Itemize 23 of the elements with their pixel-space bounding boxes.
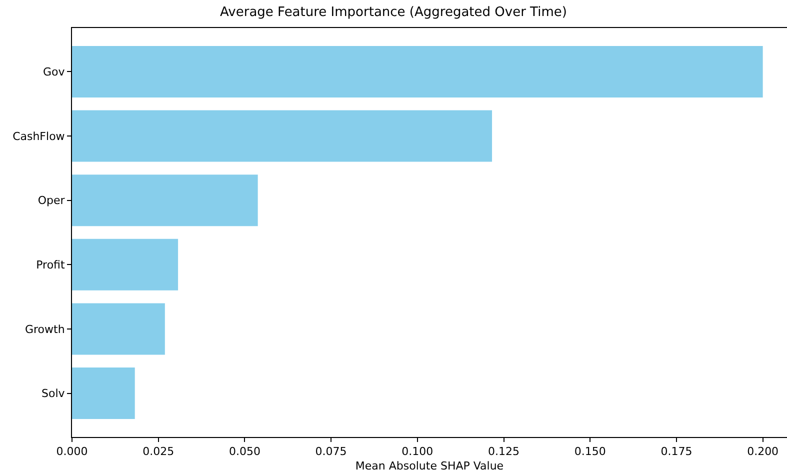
bar [72, 303, 165, 355]
bar [72, 46, 763, 98]
x-tick-label: 0.000 [56, 445, 88, 458]
x-axis-title: Mean Absolute SHAP Value [355, 459, 504, 472]
x-tick-label: 0.025 [142, 445, 174, 458]
bar [72, 174, 258, 226]
x-tick-label: 0.050 [228, 445, 260, 458]
bar [72, 368, 135, 419]
x-tick-label: 0.125 [488, 445, 520, 458]
x-tick-label: 0.200 [747, 445, 779, 458]
bar [72, 238, 178, 290]
x-tick-label: 0.150 [574, 445, 606, 458]
x-tick-label: 0.175 [660, 445, 692, 458]
y-tick-label: Profit [36, 258, 66, 272]
y-tick-label: Growth [24, 322, 65, 336]
y-tick-label: Solv [42, 387, 66, 400]
y-tick-label: Oper [38, 194, 66, 208]
y-tick-label: Gov [43, 66, 66, 79]
x-tick-label: 0.100 [402, 445, 434, 458]
bar [72, 110, 492, 162]
x-tick-label: 0.075 [315, 445, 347, 458]
chart-title: Average Feature Importance (Aggregated Over Time) [220, 5, 567, 20]
y-tick-label: CashFlow [12, 130, 65, 143]
